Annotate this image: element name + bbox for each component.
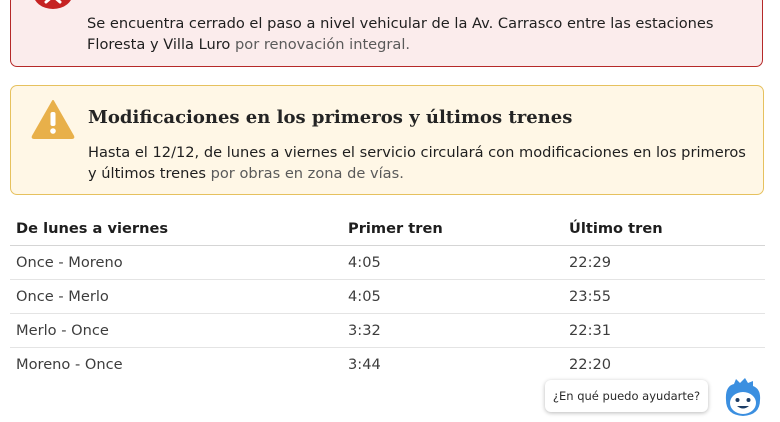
timetable-header-row: De lunes a viernes Primer tren Último tr… (10, 211, 765, 246)
close-circle-icon (33, 0, 73, 9)
timetable: De lunes a viernes Primer tren Último tr… (10, 211, 765, 381)
schedule-alert-rest: por obras en zona de vías. (205, 165, 404, 182)
table-row: Moreno - Once 3:44 22:20 (10, 348, 765, 382)
route-cell: Merlo - Once (10, 313, 342, 348)
first-train-cell: 3:32 (342, 313, 563, 348)
closure-alert-rest: por renovación integral. (230, 36, 411, 53)
timetable-header-last: Último tren (563, 211, 765, 246)
closure-alert-bold: Se encuentra cerrado el paso a nivel veh… (87, 15, 714, 53)
table-row: Once - Moreno 4:05 22:29 (10, 245, 765, 280)
warning-triangle-icon (30, 98, 76, 144)
timetable-header-first: Primer tren (342, 211, 563, 246)
first-train-cell: 3:44 (348, 356, 381, 373)
schedule-alert-text: Hasta el 12/12, de lunes a viernes el se… (88, 142, 748, 184)
table-row: Once - Merlo 4:05 23:55 (10, 279, 765, 314)
schedule-alert-title: Modificaciones en los primeros y últimos… (88, 107, 573, 128)
route-cell: Once - Moreno (10, 245, 342, 280)
assistant-face-icon[interactable] (722, 378, 764, 418)
first-train-cell: 4:05 (342, 245, 563, 280)
last-train-cell: 22:20 (569, 356, 612, 373)
closure-alert-text: Se encuentra cerrado el paso a nivel veh… (87, 13, 747, 55)
route-cell: Once - Merlo (10, 279, 342, 314)
last-train-cell: 22:31 (563, 313, 765, 348)
timetable-header-route: De lunes a viernes (10, 211, 342, 246)
schedule-alert: Modificaciones en los primeros y últimos… (10, 85, 764, 195)
table-row: Merlo - Once 3:32 22:31 (10, 313, 765, 348)
chat-prompt-bubble[interactable]: ¿En qué puedo ayudarte? (545, 380, 708, 412)
schedule-alert-bold: Hasta el 12/12, de lunes a viernes el se… (88, 144, 746, 182)
route-cell: Moreno - Once (16, 356, 123, 373)
last-train-cell: 22:29 (563, 245, 765, 280)
closure-alert: Se encuentra cerrado el paso a nivel veh… (10, 0, 763, 67)
last-train-cell: 23:55 (563, 279, 765, 314)
first-train-cell: 4:05 (342, 279, 563, 314)
